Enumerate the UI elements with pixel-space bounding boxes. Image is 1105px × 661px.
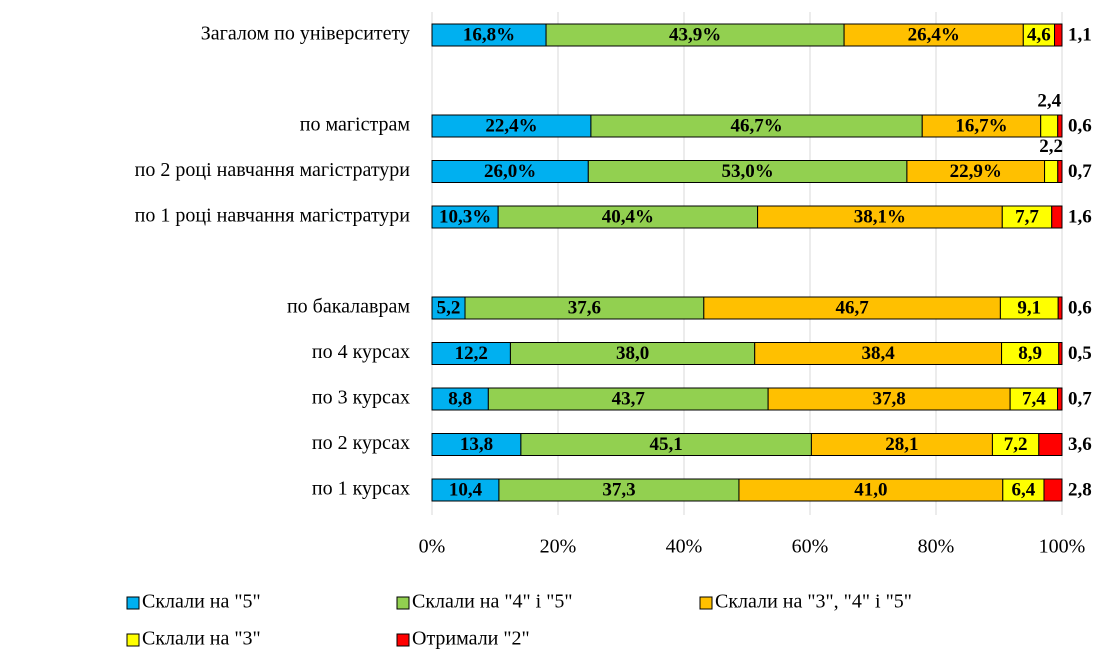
data-label: 38,0 <box>616 343 649 364</box>
bar-segment <box>1051 205 1063 229</box>
x-tick-label: 80% <box>918 536 955 558</box>
x-tick-label: 100% <box>1039 536 1086 558</box>
data-label: 13,8 <box>460 434 493 455</box>
data-label: 38,1% <box>854 206 906 227</box>
data-label: 38,4 <box>862 343 896 364</box>
bar-segment <box>1043 478 1063 502</box>
bar-segment <box>1057 296 1063 320</box>
data-label: 16,8% <box>463 24 515 45</box>
data-label: 8,9 <box>1018 343 1042 364</box>
data-label: 43,7 <box>612 388 646 409</box>
legend-swatch <box>699 596 713 610</box>
data-label: 40,4% <box>602 206 654 227</box>
data-label: 43,9% <box>669 24 721 45</box>
data-label: 4,6 <box>1027 24 1051 45</box>
data-label: 22,9% <box>950 161 1002 182</box>
data-label: 22,4% <box>485 115 537 136</box>
data-label: 28,1 <box>885 434 918 455</box>
bar-segment <box>1057 160 1063 183</box>
legend-label: Склали на "4" і "5" <box>412 591 573 613</box>
data-label: 1,6 <box>1068 206 1092 227</box>
category-label: по 1 курсах <box>312 478 410 500</box>
data-label: 46,7 <box>835 297 869 318</box>
legend-swatch <box>126 596 140 610</box>
data-label: 0,7 <box>1068 161 1092 182</box>
data-label: 2,2 <box>1039 136 1063 157</box>
data-label: 46,7% <box>730 115 782 136</box>
category-label: по 2 курсах <box>312 432 410 454</box>
data-label: 8,8 <box>448 388 472 409</box>
x-tick-label: 20% <box>540 536 577 558</box>
bar-segment <box>1058 342 1063 365</box>
data-label: 37,3 <box>602 479 635 500</box>
data-label: 45,1 <box>650 434 683 455</box>
x-tick-label: 60% <box>792 536 829 558</box>
data-label: 37,6 <box>568 297 601 318</box>
bar-segment <box>1057 387 1063 411</box>
data-label: 37,8 <box>873 388 906 409</box>
data-label: 16,7% <box>955 115 1007 136</box>
data-label: 26,4% <box>908 24 960 45</box>
data-label: 6,4 <box>1012 479 1036 500</box>
data-label: 0,7 <box>1068 388 1092 409</box>
data-label: 53,0% <box>721 161 773 182</box>
category-label: по 4 курсах <box>312 341 410 363</box>
data-label: 2,4 <box>1037 90 1061 111</box>
data-label: 7,2 <box>1004 434 1028 455</box>
data-label: 10,3% <box>439 206 491 227</box>
legend-label: Склали на "5" <box>142 591 261 613</box>
data-label: 3,6 <box>1068 434 1092 455</box>
data-label: 7,7 <box>1015 206 1039 227</box>
data-label: 10,4 <box>449 479 483 500</box>
data-label: 7,4 <box>1022 388 1046 409</box>
data-label: 41,0 <box>854 479 887 500</box>
legend-label: Склали на "3" <box>142 628 261 650</box>
bar-segment <box>1038 433 1063 456</box>
data-label: 26,0% <box>484 161 536 182</box>
category-label: по магістрам <box>300 114 411 136</box>
legend-swatch <box>126 633 140 647</box>
data-label: 5,2 <box>437 297 461 318</box>
bar-segment <box>1054 23 1063 47</box>
data-label: 0,6 <box>1068 115 1092 136</box>
data-label: 0,5 <box>1068 343 1092 364</box>
legend-swatch <box>396 633 410 647</box>
legend-label: Отримали "2" <box>412 628 530 650</box>
bar-segment <box>1057 114 1063 138</box>
x-tick-label: 40% <box>666 536 703 558</box>
bar-segment <box>1044 160 1059 183</box>
category-label: по бакалаврам <box>287 296 410 318</box>
data-label: 2,8 <box>1068 479 1092 500</box>
data-label: 12,2 <box>455 343 488 364</box>
category-label: по 1 році навчання магістратури <box>135 205 411 227</box>
category-label: по 2 році навчання магістратури <box>135 159 411 181</box>
data-label: 1,1 <box>1068 24 1092 45</box>
category-label: Загалом по університету <box>201 23 410 45</box>
data-label: 9,1 <box>1017 297 1041 318</box>
legend-label: Склали на "3", "4" і "5" <box>715 591 912 613</box>
legend-swatch <box>396 596 410 610</box>
x-tick-label: 0% <box>419 536 446 558</box>
bar-segment <box>1040 114 1059 138</box>
category-label: по 3 курсах <box>312 387 410 409</box>
data-label: 0,6 <box>1068 297 1092 318</box>
